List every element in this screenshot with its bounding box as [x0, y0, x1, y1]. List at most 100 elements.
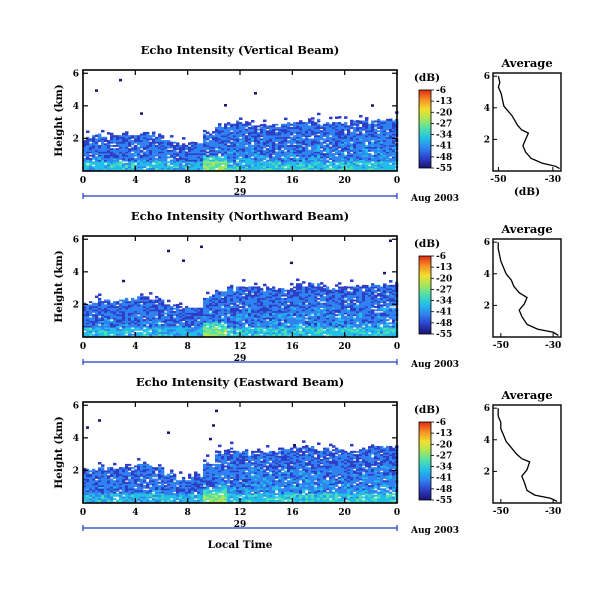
echo-cell — [347, 322, 351, 325]
echo-cell — [338, 288, 342, 291]
echo-cell — [104, 332, 108, 335]
echo-cell — [230, 125, 234, 128]
echo-cell — [107, 332, 111, 335]
echo-cell — [317, 312, 321, 315]
echo-cell — [131, 299, 135, 302]
echo-cell — [323, 157, 327, 160]
echo-cell — [386, 162, 390, 165]
echo-cell — [212, 167, 216, 170]
echo-cell — [239, 323, 243, 326]
echo-cell — [344, 288, 348, 291]
echo-cell — [389, 122, 393, 125]
echo-cell — [200, 327, 204, 330]
echo-cell — [305, 307, 309, 310]
echo-cell — [203, 327, 207, 330]
echo-cell — [113, 327, 117, 330]
echo-cell — [191, 146, 195, 149]
echo-cell — [311, 299, 315, 302]
echo-cell — [218, 299, 222, 302]
echo-cell — [251, 288, 255, 291]
echo-cell — [185, 151, 189, 154]
echo-cell — [137, 332, 141, 335]
echo-cell — [155, 328, 159, 331]
echo-cell — [128, 319, 132, 322]
echo-cell — [179, 167, 183, 170]
echo-cell — [326, 307, 330, 310]
echo-cell — [377, 144, 381, 147]
echo-cell — [380, 140, 384, 142]
echo-cell — [371, 131, 375, 134]
profile-frame — [492, 72, 562, 172]
echo-cell — [131, 307, 135, 310]
echo-cell — [179, 330, 183, 333]
echo-cell — [353, 143, 357, 146]
echo-cell — [215, 162, 219, 165]
echo-cell — [314, 304, 318, 307]
echo-cell — [242, 325, 246, 328]
echo-cell — [317, 128, 321, 131]
echo-cell — [347, 148, 351, 151]
echo-cell — [146, 328, 150, 331]
echo-cell — [230, 133, 234, 136]
echo-cell — [191, 143, 195, 146]
echo-cell — [119, 153, 123, 156]
echo-cell — [293, 327, 297, 330]
echo-cell — [236, 133, 240, 136]
echo-cell — [254, 288, 258, 291]
echo-cell — [113, 317, 117, 320]
echo-cell — [317, 309, 321, 312]
echo-cell — [89, 148, 93, 151]
echo-cell — [86, 327, 90, 330]
echo-cell — [194, 144, 198, 147]
echo-cell — [116, 309, 120, 312]
echo-cell — [209, 309, 213, 312]
echo-cell — [365, 154, 369, 157]
echo-cell — [347, 128, 351, 131]
echo-cell — [296, 143, 300, 146]
echo-cell — [260, 322, 264, 325]
echo-cell — [248, 149, 252, 152]
echo-cell — [227, 146, 231, 149]
echo-cell — [191, 323, 195, 326]
echo-cell — [260, 304, 264, 307]
echo-cell — [275, 301, 279, 304]
echo-cell — [323, 167, 327, 170]
echo-cell — [167, 249, 170, 253]
echo-cell — [140, 301, 144, 304]
echo-cell — [386, 131, 390, 134]
echo-cell — [221, 294, 225, 297]
echo-cell — [215, 138, 219, 141]
echo-cell — [305, 312, 309, 315]
echo-cell — [116, 314, 120, 317]
echo-cell — [230, 136, 234, 139]
echo-cell — [314, 136, 318, 139]
echo-cell — [326, 299, 330, 302]
echo-cell — [188, 142, 192, 145]
echo-cell — [383, 157, 387, 160]
echo-cell — [296, 140, 300, 142]
echo-cell — [389, 140, 393, 142]
echo-cell — [245, 317, 249, 320]
echo-cell — [344, 116, 348, 119]
echo-cell — [95, 306, 99, 308]
echo-cell — [332, 164, 336, 167]
echo-cell — [179, 148, 183, 151]
echo-cell — [275, 146, 279, 149]
echo-cell — [101, 129, 105, 133]
echo-cell — [266, 289, 270, 292]
echo-cell — [236, 322, 240, 325]
echo-cell — [146, 304, 150, 307]
echo-cell — [206, 157, 210, 160]
echo-cell — [389, 149, 393, 152]
echo-cell — [221, 151, 225, 154]
echo-cell — [203, 156, 207, 159]
echo-cell — [344, 291, 348, 294]
echo-cell — [251, 312, 255, 315]
echo-cell — [221, 144, 225, 147]
echo-cell — [143, 310, 147, 313]
echo-cell — [281, 125, 285, 128]
echo-cell — [200, 156, 204, 159]
echo-cell — [98, 156, 102, 159]
echo-cell — [236, 289, 240, 292]
echo-cell — [341, 162, 345, 165]
